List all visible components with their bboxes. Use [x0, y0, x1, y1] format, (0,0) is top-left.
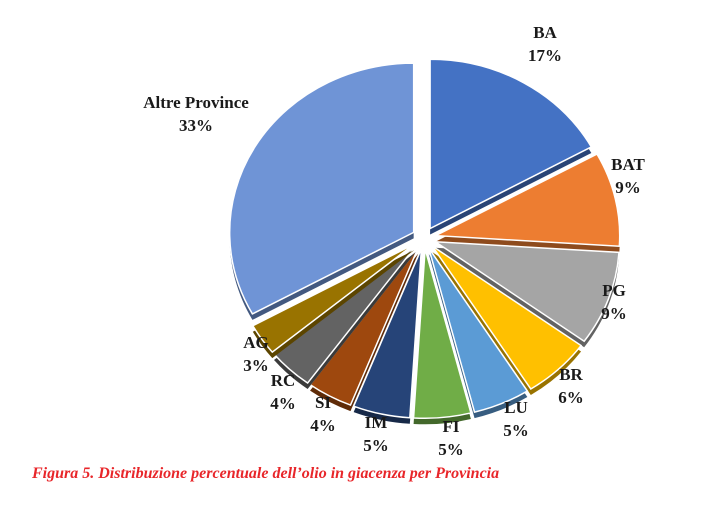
slice-label: SI 4%: [310, 393, 336, 435]
slice-category-label: LU: [504, 398, 528, 417]
slice-label: BAT 9%: [611, 155, 645, 197]
slice-value-label: 5%: [438, 440, 464, 459]
pie-slice-ba: [429, 58, 593, 230]
slice-label: IM 5%: [363, 413, 389, 455]
pie-slice-br: [431, 245, 583, 390]
slice-category-label: PG: [602, 281, 626, 300]
slice-value-label: 9%: [615, 178, 641, 197]
slice-value-label: 5%: [503, 421, 529, 440]
slice-value-label: 4%: [270, 394, 296, 413]
pie-slice-pg: [432, 240, 620, 343]
slice-label: FI 5%: [438, 417, 464, 459]
slice-category-label: BA: [533, 23, 557, 42]
slice-category-label: RC: [271, 371, 296, 390]
pie-slice-altre-province: [228, 62, 415, 315]
slice-category-label: FI: [443, 417, 460, 436]
slice-label: AG 3%: [243, 333, 269, 375]
pie-slice-bat: [432, 153, 621, 248]
slice-label: BA 17%: [528, 23, 562, 65]
slice-value-label: 4%: [310, 416, 336, 435]
slice-label: Altre Province 33%: [143, 93, 249, 135]
slice-category-label: AG: [243, 333, 269, 352]
slice-value-label: 5%: [363, 436, 389, 455]
slice-value-label: 9%: [601, 304, 627, 323]
slice-value-label: 17%: [528, 46, 562, 65]
slice-label: PG 9%: [601, 281, 627, 323]
slice-label: RC 4%: [270, 371, 296, 413]
slice-category-label: IM: [365, 413, 388, 432]
pie-slice-ag: [251, 243, 415, 354]
pie-chart: BA 17%BAT 9%PG 9%BR 6%LU 5%FI 5%IM 5%SI 4%RC 4%AG…: [143, 23, 645, 459]
slice-category-label: BAT: [611, 155, 645, 174]
slice-category-label: Altre Province: [143, 93, 249, 112]
slice-value-label: 6%: [558, 388, 584, 407]
pie-slices: [228, 58, 621, 425]
slice-label: LU 5%: [503, 398, 529, 440]
pie-labels: BA 17%BAT 9%PG 9%BR 6%LU 5%FI 5%IM 5%SI 4%RC 4%AG…: [143, 23, 645, 459]
slice-value-label: 33%: [179, 116, 213, 135]
pie-slice-fi: [412, 248, 472, 420]
figure-caption: Figura 5. Distribuzione percentuale dell…: [32, 465, 500, 482]
slice-category-label: BR: [559, 365, 583, 384]
pie-slice-im: [352, 248, 423, 419]
pie-slice-lu: [428, 247, 529, 413]
slice-value-label: 3%: [243, 356, 269, 375]
slice-label: BR 6%: [558, 365, 584, 407]
slice-category-label: SI: [315, 393, 331, 412]
